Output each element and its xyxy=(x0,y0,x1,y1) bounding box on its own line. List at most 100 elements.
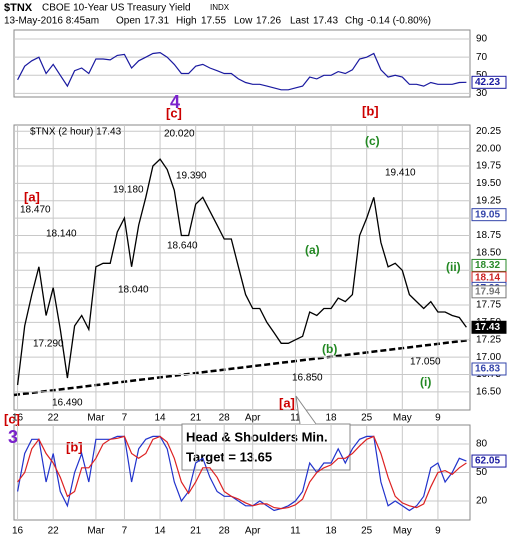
date: 13-May-2016 8:45am xyxy=(4,16,99,27)
x-tick-label: 25 xyxy=(361,413,373,424)
last-value-label: 16.83 xyxy=(475,364,500,375)
annotation: 16.850 xyxy=(292,373,323,384)
panel-frame xyxy=(13,124,471,411)
chg: -0.14 (-0.80%) xyxy=(367,16,431,27)
annotation: 16.490 xyxy=(52,398,83,409)
low-label: Low xyxy=(234,16,253,27)
annotation: 17.290 xyxy=(33,339,64,350)
y-tick-label: 19.50 xyxy=(476,178,501,189)
y-tick-label: 70 xyxy=(476,52,488,63)
y-tick-label: 17.25 xyxy=(476,334,501,345)
x-tick-label: Mar xyxy=(87,413,105,424)
annotation: 18.140 xyxy=(46,229,77,240)
legend: $TNX (2 hour) 17.43 xyxy=(30,127,122,138)
last-value-label: 18.32 xyxy=(475,260,500,271)
x-tick-label: 11 xyxy=(290,413,301,424)
last-value-box xyxy=(471,208,507,222)
y-tick-label: 18.75 xyxy=(476,230,501,241)
x-tick-label: 28 xyxy=(219,413,231,424)
last-value-label: 17.94 xyxy=(475,286,500,297)
last-value-label: 18.14 xyxy=(475,273,500,284)
y-tick-label: 17.00 xyxy=(476,352,501,363)
x-tick-label: 9 xyxy=(435,526,441,537)
annotation: 17.050 xyxy=(410,357,441,368)
y-tick-label: 90 xyxy=(476,34,488,45)
open: 17.31 xyxy=(144,16,169,27)
exchange: INDX xyxy=(210,3,230,12)
annotation: [a] xyxy=(279,395,295,410)
annotation: 4 xyxy=(170,92,180,112)
x-tick-label: 14 xyxy=(155,526,167,537)
symbol: $TNX xyxy=(4,2,33,14)
y-tick-label: 16.50 xyxy=(476,387,501,398)
annotation: [b] xyxy=(362,103,379,118)
x-tick-label: 21 xyxy=(190,526,202,537)
annotation: [a] xyxy=(24,189,40,204)
callout-pointer xyxy=(295,395,317,425)
x-tick-label: 28 xyxy=(219,526,231,537)
series-line xyxy=(17,51,467,91)
y-tick-label: 50 xyxy=(476,467,488,478)
series-line xyxy=(17,435,467,512)
x-tick-label: 16 xyxy=(12,413,24,424)
annotation: (i) xyxy=(420,375,431,389)
x-tick-label: 14 xyxy=(155,413,167,424)
series-line xyxy=(17,435,467,510)
y-tick-label: 19.75 xyxy=(476,161,501,172)
annotation: 18.470 xyxy=(20,205,51,216)
annotation: Target = 13.65 xyxy=(186,449,272,464)
x-tick-label: May xyxy=(393,526,412,537)
x-tick-label: 25 xyxy=(361,526,373,537)
annotation: 18.640 xyxy=(167,241,198,252)
last-value-box xyxy=(471,454,507,468)
annotation: 19.390 xyxy=(176,171,207,182)
annotation: 18.040 xyxy=(118,285,149,296)
annotation: [b] xyxy=(66,439,83,454)
last-value-box xyxy=(471,362,507,376)
chg-label: Chg xyxy=(345,16,363,27)
last-value-box xyxy=(471,285,507,299)
x-tick-label: Apr xyxy=(245,413,261,424)
last-value-label: 17.43 xyxy=(475,322,500,333)
y-tick-label: 20.25 xyxy=(476,126,501,137)
y-tick-label: 18.50 xyxy=(476,248,501,259)
last-value-box xyxy=(471,75,507,89)
annotation: 19.410 xyxy=(385,168,416,179)
annotation: [c] xyxy=(166,105,182,120)
x-tick-label: 7 xyxy=(122,413,128,424)
y-tick-label: 30 xyxy=(476,88,488,99)
annotation: (ii) xyxy=(446,260,461,274)
instrument-name: CBOE 10-Year US Treasury Yield xyxy=(42,3,191,14)
x-tick-label: May xyxy=(393,413,412,424)
x-tick-label: Mar xyxy=(87,526,105,537)
last-value-label: 42.23 xyxy=(475,77,500,88)
last-label: Last xyxy=(290,16,309,27)
y-tick-label: 80 xyxy=(476,439,488,450)
x-tick-label: 11 xyxy=(290,526,301,537)
y-tick-label: 20.00 xyxy=(476,143,501,154)
x-tick-label: 22 xyxy=(48,526,60,537)
high: 17.55 xyxy=(201,16,226,27)
x-tick-label: 18 xyxy=(326,526,338,537)
callout-box xyxy=(181,423,351,471)
x-tick-label: 9 xyxy=(435,413,441,424)
annotation: (c) xyxy=(365,134,380,148)
y-tick-label: 17.75 xyxy=(476,300,501,311)
panel-frame xyxy=(13,29,471,98)
annotation: 3 xyxy=(8,427,18,447)
annotation: [c] xyxy=(4,411,20,426)
y-tick-label: 20 xyxy=(476,496,488,507)
low: 17.26 xyxy=(256,16,281,27)
x-tick-label: Apr xyxy=(245,526,261,537)
x-tick-label: 18 xyxy=(326,413,338,424)
x-tick-label: 7 xyxy=(122,526,128,537)
x-tick-label: 22 xyxy=(48,413,60,424)
annotation: 20.020 xyxy=(164,129,195,140)
last-value-label: 62.05 xyxy=(475,456,500,467)
last-value-box xyxy=(471,320,507,334)
last-value-box xyxy=(471,258,507,272)
open-label: Open xyxy=(116,16,140,27)
series-line xyxy=(16,158,467,386)
y-tick-label: 19.25 xyxy=(476,195,501,206)
